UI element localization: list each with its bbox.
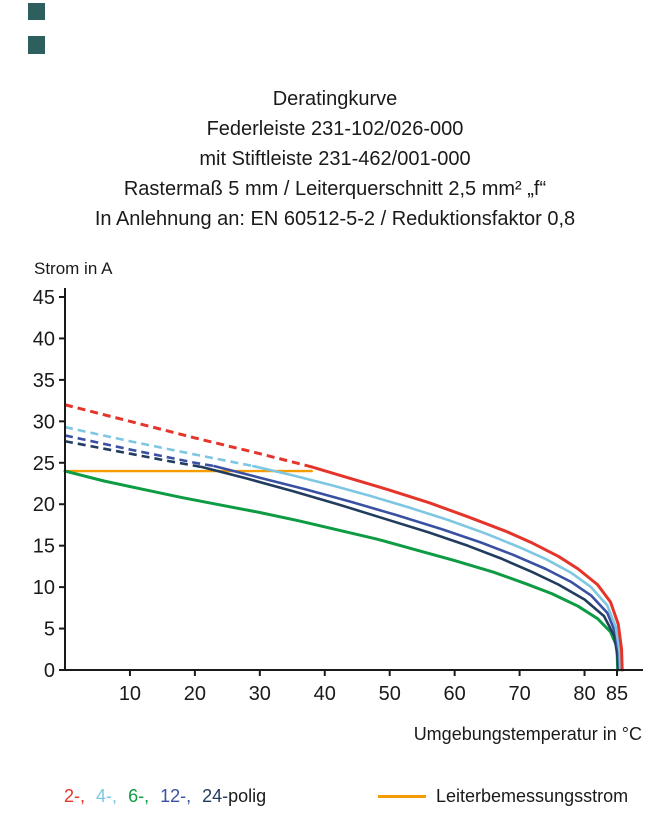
y-tick-label: 15 bbox=[33, 536, 55, 558]
series-dashed-2-polig bbox=[64, 403, 313, 469]
title-line-3: mit Stiftleiste 231-462/001-000 bbox=[199, 148, 471, 170]
x-tick-label: 10 bbox=[119, 683, 141, 705]
x-axis-title: Umgebungstemperatur in °C bbox=[413, 724, 642, 744]
y-tick-label: 40 bbox=[33, 328, 55, 350]
series-6-polig bbox=[63, 469, 620, 672]
y-tick-label: 10 bbox=[33, 577, 55, 599]
series-dashed-12-polig bbox=[64, 434, 215, 468]
x-tick-label: 40 bbox=[314, 683, 336, 705]
x-tick-label: 80 bbox=[573, 683, 595, 705]
x-tick-label: 30 bbox=[249, 683, 271, 705]
series-12-polig bbox=[213, 464, 621, 672]
title-line-1: Deratingkurve bbox=[272, 88, 398, 110]
pole-count-legend: 2-, 4-, 6-, 12-, 24-polig bbox=[64, 786, 266, 807]
rated-current-label: Leiterbemessungsstrom bbox=[436, 786, 629, 806]
chart-title-block: Deratingkurve Federleiste 231-102/026-00… bbox=[0, 84, 670, 234]
y-tick-label: 0 bbox=[44, 660, 55, 682]
x-tick-label: 70 bbox=[508, 683, 530, 705]
y-tick-label: 45 bbox=[33, 287, 55, 309]
legend-6-polig: 6-, bbox=[128, 786, 150, 806]
legend-2-polig: 2-, bbox=[64, 786, 86, 806]
derating-chart: 0 5 10 15 20 25 30 35 40 45 10 20 30 40 50 60 70 80 85 bbox=[33, 287, 643, 705]
rated-current-line-swatch bbox=[378, 795, 426, 798]
legend-polig-suffix: polig bbox=[228, 786, 267, 806]
title-line-5: In Anlehnung an: EN 60512-5-2 / Reduktio… bbox=[94, 208, 576, 230]
legend-row: 2-, 4-, 6-, 12-, 24-polig Leiterbemessun… bbox=[0, 786, 670, 812]
title-line-2: Federleiste 231-102/026-000 bbox=[206, 118, 464, 140]
legend-24-prefix: 24- bbox=[202, 786, 229, 806]
rated-current-legend: Leiterbemessungsstrom bbox=[378, 786, 628, 807]
brand-mark-square-2 bbox=[28, 36, 45, 54]
series-dashed-24-polig bbox=[64, 439, 202, 469]
y-axis-title: Strom in A bbox=[34, 259, 113, 278]
legend-12-polig: 12-, bbox=[160, 786, 192, 806]
series-24-polig bbox=[200, 465, 620, 672]
legend-4-polig: 4-, bbox=[96, 786, 118, 806]
x-tick-label: 50 bbox=[379, 683, 401, 705]
x-tick-label: 85 bbox=[606, 683, 628, 705]
x-tick-label: 20 bbox=[184, 683, 206, 705]
title-line-4: Rastermaß 5 mm / Leiterquerschnitt 2,5 m… bbox=[123, 178, 547, 200]
series-2-polig bbox=[310, 465, 624, 672]
series-4-polig bbox=[252, 464, 622, 672]
y-tick-label: 30 bbox=[33, 411, 55, 433]
y-tick-label: 25 bbox=[33, 453, 55, 475]
y-tick-label: 5 bbox=[44, 619, 55, 641]
y-tick-label: 20 bbox=[33, 494, 55, 516]
series-dashed-4-polig bbox=[64, 425, 254, 468]
x-tick-label: 60 bbox=[444, 683, 466, 705]
y-tick-label: 35 bbox=[33, 370, 55, 392]
brand-mark-square-1 bbox=[28, 3, 45, 20]
